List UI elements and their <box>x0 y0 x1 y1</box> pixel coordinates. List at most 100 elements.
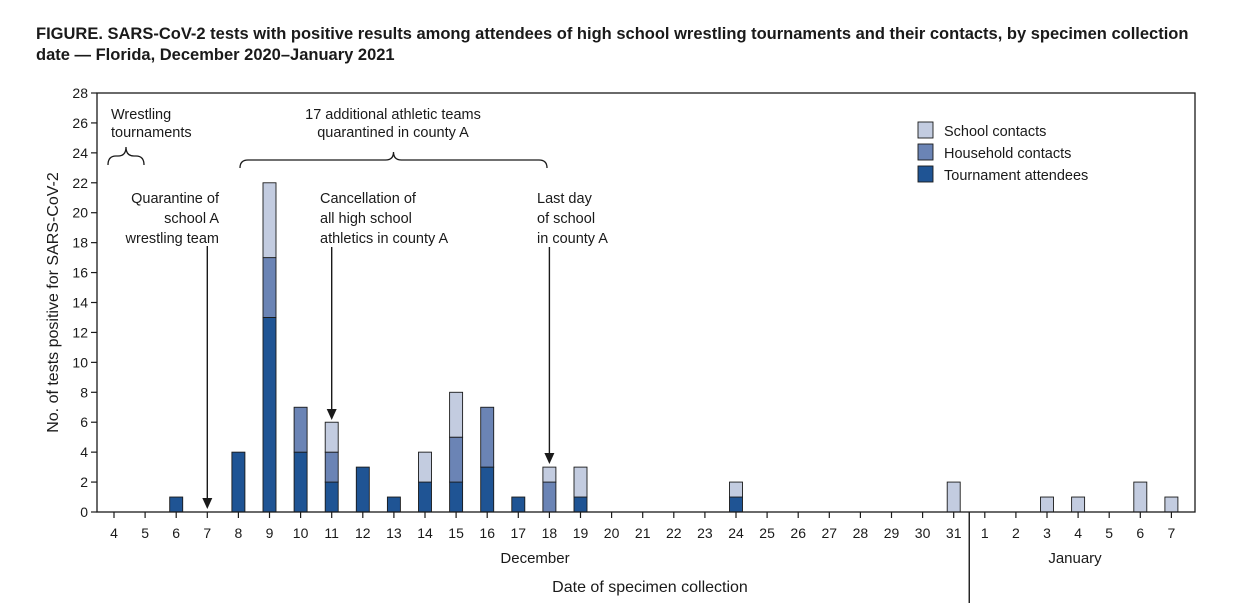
x-tick-label: 24 <box>728 525 744 541</box>
y-tick-label: 2 <box>80 474 88 490</box>
bar-segment-tournament-attendees <box>480 466 495 513</box>
bar-segment-school-contacts <box>418 451 432 483</box>
x-tick-label: 31 <box>946 525 962 541</box>
y-tick-label: 20 <box>72 205 88 221</box>
bar-segment-household-contacts <box>262 257 277 318</box>
x-tick-label: 8 <box>235 525 243 541</box>
bar-segment-school-contacts <box>262 182 277 259</box>
bar-segment-tournament-attendees <box>231 451 246 513</box>
bar-segment-tournament-attendees <box>418 481 432 513</box>
y-tick-label: 8 <box>80 384 88 400</box>
x-tick-label: 26 <box>790 525 806 541</box>
x-tick-label: 15 <box>448 525 464 541</box>
x-tick-label: 2 <box>1012 525 1020 541</box>
bar-segment-tournament-attendees <box>511 496 526 513</box>
y-tick-label: 28 <box>72 85 88 101</box>
annotation-cancellation: Cancellation of <box>320 191 417 207</box>
x-tick-label: 6 <box>172 525 180 541</box>
bar-segment-school-contacts <box>1040 496 1054 513</box>
annotation-cancellation: all high school <box>320 211 412 227</box>
x-tick-label: 3 <box>1043 525 1051 541</box>
annotation-last-day: of school <box>537 211 595 227</box>
x-tick-label: 10 <box>293 525 309 541</box>
annotation-last-day: in county A <box>537 231 608 247</box>
annotation-additional-teams: 17 additional athletic teams <box>305 107 481 123</box>
bar-segment-tournament-attendees <box>324 481 339 513</box>
x-tick-label: 19 <box>573 525 589 541</box>
annotation-quarantine: Quarantine of <box>131 191 220 207</box>
x-tick-label: 5 <box>1105 525 1113 541</box>
annotation-wrestling-tournaments: tournaments <box>111 125 192 141</box>
y-axis-title: No. of tests positive for SARS-CoV-2 <box>45 172 62 433</box>
bar-segment-tournament-attendees <box>293 451 308 513</box>
annotation-cancellation: athletics in county A <box>320 231 448 247</box>
bar-segment-household-contacts <box>480 406 495 468</box>
arrow-quarantine-head <box>202 498 213 509</box>
bar-segment-school-contacts <box>1071 496 1086 513</box>
x-tick-label: 23 <box>697 525 713 541</box>
bar-segment-tournament-attendees <box>355 466 370 513</box>
y-tick-label: 12 <box>72 324 88 340</box>
x-tick-label: 28 <box>853 525 869 541</box>
x-tick-label: 22 <box>666 525 682 541</box>
legend-school-contacts-swatch <box>917 121 934 139</box>
bar-segment-tournament-attendees <box>262 317 277 513</box>
bar-segment-school-contacts <box>1164 496 1179 513</box>
bar-segment-household-contacts <box>449 436 464 483</box>
legend-tournament-attendees-label: Tournament attendees <box>944 168 1088 184</box>
x-axis-title: Date of specimen collection <box>552 579 748 596</box>
brace-additional-teams <box>239 151 548 169</box>
bar-segment-school-contacts <box>449 391 464 438</box>
x-tick-label: 17 <box>511 525 527 541</box>
x-tick-label: 30 <box>915 525 931 541</box>
bar-segment-school-contacts <box>324 421 339 453</box>
y-tick-label: 10 <box>72 354 88 370</box>
x-tick-label: 9 <box>266 525 274 541</box>
arrow-last-day-head <box>544 453 555 464</box>
legend-school-contacts-label: School contacts <box>944 124 1046 140</box>
x-tick-label: 29 <box>884 525 900 541</box>
bar-segment-tournament-attendees <box>449 481 464 513</box>
y-tick-label: 14 <box>72 295 88 311</box>
x-tick-label: 11 <box>324 525 339 541</box>
bar-segment-school-contacts <box>573 466 588 498</box>
arrow-cancellation-head <box>326 409 337 420</box>
y-tick-label: 16 <box>72 265 88 281</box>
y-tick-label: 22 <box>72 175 88 191</box>
x-tick-label: 5 <box>141 525 149 541</box>
x-tick-label: 12 <box>355 525 371 541</box>
bar-segment-household-contacts <box>324 451 339 483</box>
bar-segment-tournament-attendees <box>169 496 184 513</box>
y-tick-label: 24 <box>72 145 88 161</box>
x-tick-label: 20 <box>604 525 620 541</box>
annotation-wrestling-tournaments: Wrestling <box>111 107 171 123</box>
bar-segment-household-contacts <box>293 406 308 453</box>
brace-wrestling-tournaments <box>107 146 145 166</box>
month-label-december: December <box>500 550 569 567</box>
annotation-last-day: Last day <box>537 191 593 207</box>
x-tick-label: 14 <box>417 525 433 541</box>
x-tick-label: 4 <box>1074 525 1082 541</box>
annotation-additional-teams: quarantined in county A <box>317 125 469 141</box>
annotation-quarantine: wrestling team <box>125 231 219 247</box>
x-tick-label: 21 <box>635 525 651 541</box>
x-tick-label: 25 <box>759 525 775 541</box>
x-tick-label: 18 <box>542 525 558 541</box>
x-tick-label: 16 <box>479 525 495 541</box>
bar-segment-school-contacts <box>542 466 557 483</box>
y-tick-label: 0 <box>80 504 88 520</box>
y-tick-label: 18 <box>72 235 88 251</box>
bar-segment-tournament-attendees <box>573 496 588 513</box>
annotation-quarantine: school A <box>164 211 219 227</box>
y-tick-label: 26 <box>72 115 88 131</box>
legend-household-contacts-swatch <box>917 143 934 161</box>
bar-segment-tournament-attendees <box>386 496 401 513</box>
y-tick-label: 6 <box>80 414 88 430</box>
bar-segment-school-contacts <box>729 481 743 498</box>
bar-segment-tournament-attendees <box>729 496 743 513</box>
bar-segment-household-contacts <box>542 481 557 513</box>
x-tick-label: 4 <box>110 525 118 541</box>
x-tick-label: 27 <box>822 525 838 541</box>
x-tick-label: 7 <box>203 525 211 541</box>
